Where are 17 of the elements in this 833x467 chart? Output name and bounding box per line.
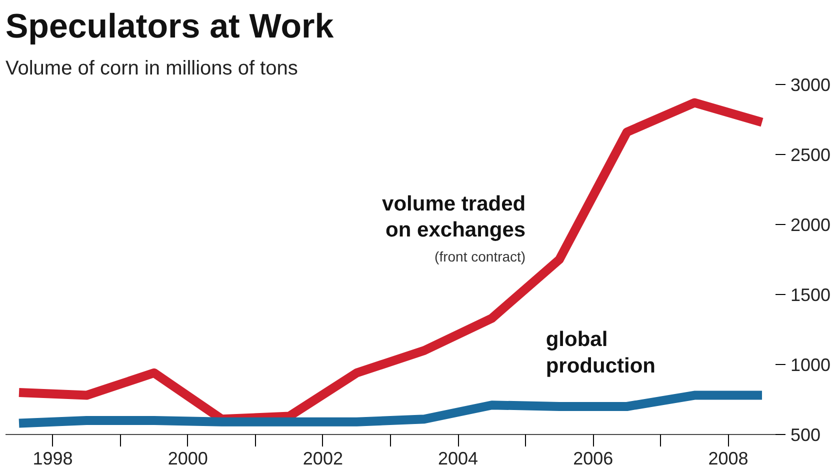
- annotation: (front contract): [434, 248, 526, 264]
- series-label: global production: [546, 328, 656, 378]
- x-tick-label: 2008: [708, 448, 748, 467]
- x-tick-label: 1998: [32, 448, 73, 467]
- x-tick-label: 2004: [438, 448, 478, 467]
- chart-subtitle: Volume of corn in millions of tons: [6, 58, 298, 80]
- y-tick-label: 3000: [790, 75, 831, 95]
- y-tick-label: 1000: [790, 355, 831, 375]
- chart-title: Speculators at Work: [6, 8, 334, 46]
- series-label: volume traded on exchanges: [382, 192, 526, 242]
- x-tick-label: 2002: [302, 448, 343, 467]
- y-tick-label: 500: [790, 425, 821, 445]
- x-tick-label: 2006: [573, 448, 614, 467]
- y-tick-label: 2500: [790, 145, 831, 165]
- y-tick-label: 2000: [790, 215, 831, 235]
- x-tick-label: 2000: [168, 448, 208, 467]
- y-tick-label: 1500: [790, 285, 831, 305]
